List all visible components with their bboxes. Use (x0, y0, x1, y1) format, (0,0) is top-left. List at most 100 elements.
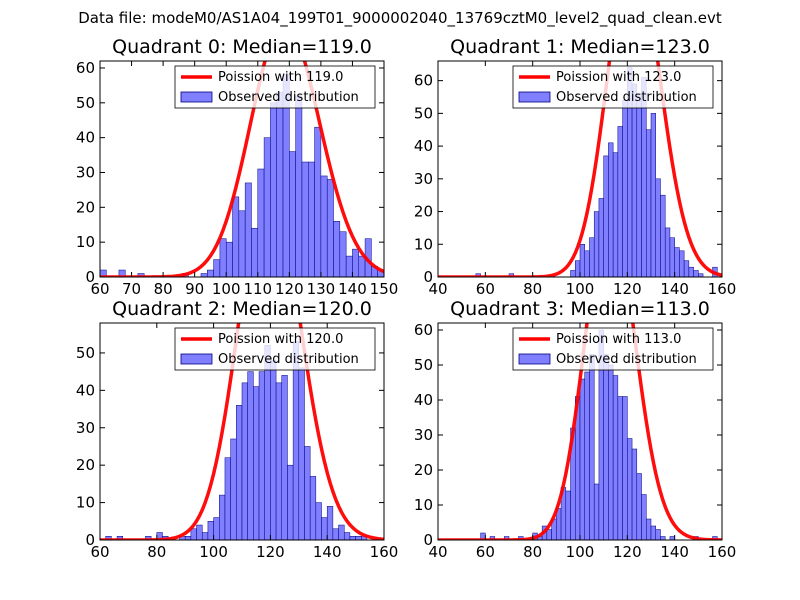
histogram-bar (309, 476, 317, 540)
histogram-bar (608, 142, 614, 277)
panel-quadrant-3: 40 60 80 100 120 140 160 0 10 20 30 40 50 60 Poission … (414, 321, 737, 561)
legend: Poission with 113.0 Observed distribution (512, 327, 714, 371)
y-tick-label: 20 (414, 461, 433, 479)
x-tick-label: 80 (147, 543, 166, 561)
histogram-bar (232, 196, 240, 277)
y-tick-label: 50 (414, 104, 433, 122)
histogram-bar (244, 182, 252, 277)
histogram-bar (320, 175, 328, 277)
x-tick-label: 40 (428, 543, 447, 561)
y-tick-label: 60 (76, 59, 95, 77)
legend-box (174, 327, 376, 371)
histogram-bar (641, 494, 647, 540)
histogram-bar (674, 247, 680, 277)
x-tick-label: 90 (185, 280, 204, 298)
poisson-curve (438, 323, 722, 540)
histogram-bar (345, 255, 353, 277)
histogram-bar (292, 341, 300, 540)
x-tick-label: 150 (370, 280, 399, 298)
y-tick-label: 30 (414, 170, 433, 188)
plot-area (100, 61, 384, 277)
y-tick-label: 40 (414, 391, 433, 409)
histogram-bar (593, 483, 600, 540)
histogram-bar (565, 490, 571, 540)
histogram-bar (241, 382, 248, 540)
legend-curve-label: Poission with 123.0 (556, 70, 681, 85)
legend-bar-label: Observed distribution (556, 90, 697, 105)
x-tick-label: 120 (256, 543, 285, 561)
histogram-bar (660, 536, 666, 540)
histogram-bar (631, 448, 638, 540)
histogram-bar (660, 194, 666, 277)
histogram-bar (584, 371, 590, 540)
histogram-bar (314, 126, 322, 277)
y-tick-label: 0 (423, 531, 433, 549)
histogram-bar (190, 528, 197, 540)
histogram-bar (546, 529, 552, 540)
panel-title-quadrant-1: Quadrant 1: Median=123.0 (450, 36, 710, 58)
histogram-bar (669, 237, 675, 277)
histogram-bar (196, 524, 203, 540)
histogram-bar (693, 270, 699, 277)
histogram-bar (270, 360, 277, 540)
x-tick-label: 60 (90, 543, 109, 561)
y-tick-label: 20 (76, 198, 95, 216)
poisson-curve (438, 61, 722, 277)
panel-title-quadrant-0: Quadrant 0: Median=119.0 (112, 36, 372, 58)
y-tick-label: 0 (423, 268, 433, 286)
legend-curve-label: Poission with 113.0 (556, 332, 681, 347)
x-tick-label: 140 (313, 543, 342, 561)
histogram-bar (575, 260, 581, 277)
y-tick-label: 50 (414, 356, 433, 374)
x-tick-label: 160 (370, 543, 399, 561)
histogram-bar (251, 227, 259, 277)
y-tick-label: 30 (76, 419, 95, 437)
histogram-bar (603, 155, 609, 277)
histogram-bar (617, 396, 623, 540)
histogram-bar (333, 221, 341, 277)
legend: Poission with 123.0 Observed distribution (512, 65, 714, 109)
panel-title-quadrant-3: Quadrant 3: Median=113.0 (450, 298, 710, 320)
histogram-bar (636, 93, 642, 277)
legend-bar-swatch (518, 91, 551, 103)
x-tick-label: 100 (566, 543, 595, 561)
y-tick-label: 40 (76, 381, 95, 399)
y-tick-label: 0 (85, 531, 95, 549)
y-tick-label: 10 (76, 233, 95, 251)
histogram-bar (236, 405, 243, 540)
histogram-bar (646, 518, 652, 540)
x-tick-label: 80 (523, 543, 542, 561)
x-tick-label: 80 (523, 280, 542, 298)
x-tick-label: 160 (708, 543, 737, 561)
legend-bar-swatch (180, 353, 213, 365)
histogram-bar (608, 364, 614, 540)
histogram-bar (230, 438, 237, 540)
panel-quadrant-1: 40 60 80 100 120 140 160 0 10 20 30 40 50 60 Poission … (414, 60, 737, 298)
histogram-bar (688, 266, 694, 277)
histogram-bar (289, 151, 296, 277)
y-tick-label: 50 (76, 94, 95, 112)
figure-title: Data file: modeM0/AS1A04_199T01_90000020… (78, 9, 722, 27)
x-tick-label: 140 (338, 280, 367, 298)
y-tick-label: 40 (76, 129, 95, 147)
histogram-bar (213, 517, 220, 540)
histogram-bar (258, 371, 265, 540)
histogram-bar (315, 502, 322, 540)
histogram-bar (622, 396, 628, 540)
axes-frame (99, 322, 385, 541)
histogram-bar (207, 269, 214, 277)
x-tick-label: 160 (708, 280, 737, 298)
histogram-bar (349, 536, 356, 540)
histogram-bar (281, 375, 288, 540)
histogram-bar (326, 506, 334, 540)
histogram-bar (238, 210, 246, 277)
y-tick-label: 30 (76, 163, 95, 181)
histogram-bar (247, 371, 254, 540)
axes-frame (99, 60, 385, 278)
x-tick-label: 60 (90, 280, 109, 298)
histogram-bar (270, 102, 277, 277)
histogram-bar (683, 260, 690, 277)
histogram-bar (603, 354, 609, 540)
